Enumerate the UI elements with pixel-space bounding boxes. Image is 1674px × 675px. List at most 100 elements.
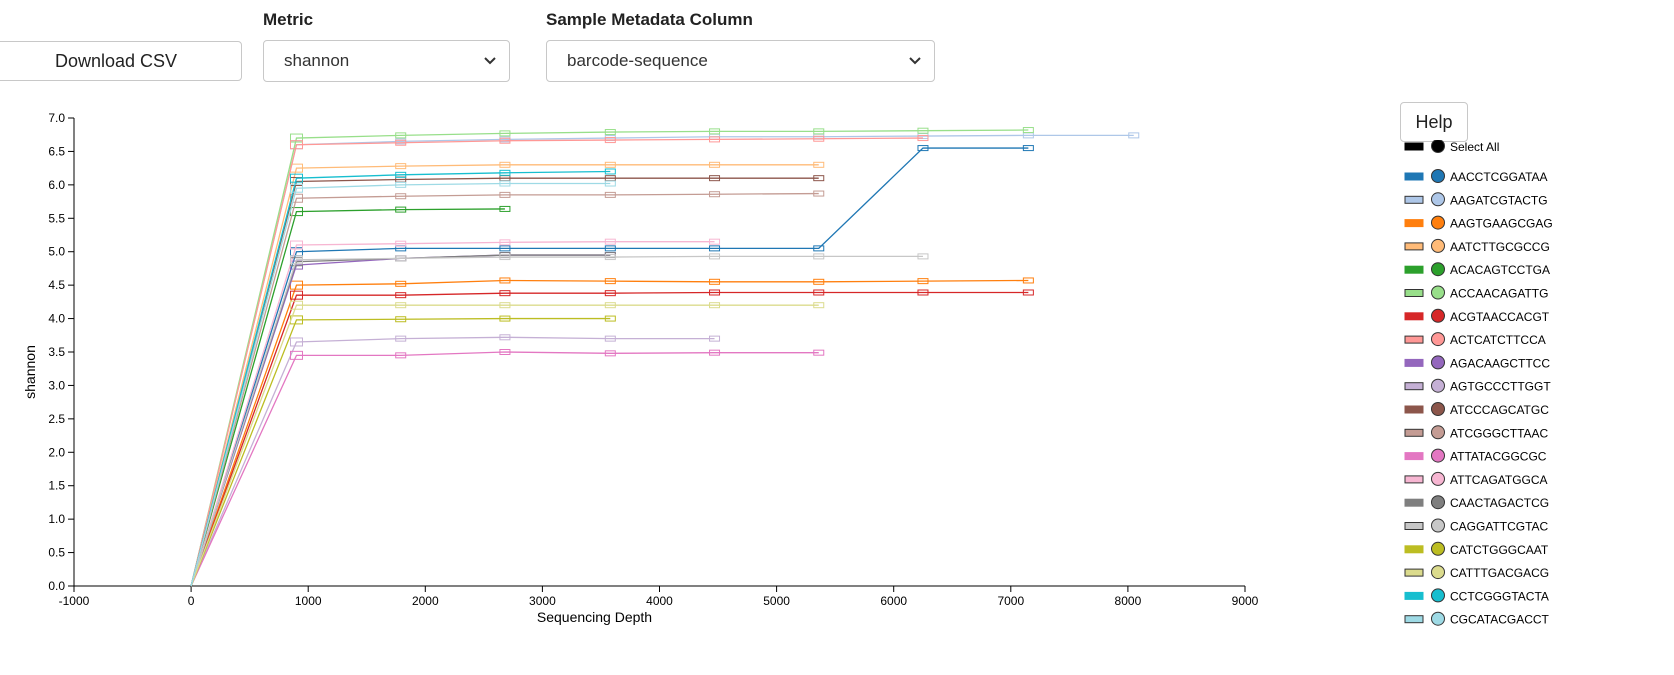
- legend-item-CAGGATTCGTAC[interactable]: CAGGATTCGTAC: [1404, 518, 1549, 534]
- series-ACCAACAGATTG: [190, 127, 1034, 587]
- legend-swatch-dot: [1431, 262, 1445, 277]
- data-point-box: [709, 175, 721, 182]
- series-line: [190, 351, 819, 587]
- data-point-box: [289, 300, 303, 310]
- legend-item-AAGTGAAGCGAG[interactable]: AAGTGAAGCGAG: [1404, 215, 1553, 231]
- legend-swatch-dot: [1431, 378, 1445, 393]
- data-point-box: [1022, 277, 1034, 284]
- data-point-box: [917, 289, 929, 296]
- data-point-box: [917, 278, 929, 285]
- data-point-box: [709, 349, 721, 356]
- data-point-box: [499, 245, 511, 252]
- data-point-box: [604, 245, 616, 252]
- data-point-box: [813, 161, 825, 168]
- legend-item-AGTGCCCTTGGT[interactable]: AGTGCCCTTGGT: [1404, 378, 1551, 394]
- legend-item-CATCTGGGCAAT[interactable]: CATCTGGGCAAT: [1404, 541, 1549, 557]
- legend-swatch-dot: [1431, 495, 1445, 510]
- y-tick-label: 0.0: [48, 579, 65, 593]
- series-AATCTTGCGCCG: [190, 161, 825, 587]
- y-tick-label: 3.0: [48, 378, 65, 392]
- legend-swatch-line: [1404, 142, 1424, 151]
- metric-select[interactable]: shannon: [263, 40, 510, 82]
- metadata-column-select[interactable]: barcode-sequence: [546, 40, 935, 82]
- legend-item-ATTCAGATGGCA[interactable]: ATTCAGATGGCA: [1404, 471, 1548, 487]
- series-AAGATCGTACTG: [190, 132, 1140, 587]
- legend-item-ATCGGGCTTAAC[interactable]: ATCGGGCTTAAC: [1404, 425, 1549, 441]
- data-point-box: [499, 315, 511, 322]
- legend-swatch-dot: [1431, 238, 1445, 253]
- legend-item-ATTATACGGCGC[interactable]: ATTATACGGCGC: [1404, 448, 1547, 464]
- legend-swatch-line: [1404, 265, 1424, 274]
- y-tick-label: 1.5: [48, 479, 65, 493]
- data-point-box: [499, 239, 511, 246]
- series-line: [190, 279, 1029, 587]
- chart-legend: Select All AACCTCGGATAA AAGATCGTACTG AAGTGA…: [1404, 140, 1553, 627]
- data-point-box: [709, 128, 721, 135]
- legend-swatch-dot: [1431, 140, 1445, 153]
- legend-label: CATCTGGGCAAT: [1450, 543, 1549, 557]
- legend-item-ACACAGTCCTGA[interactable]: ACACAGTCCTGA: [1404, 262, 1550, 278]
- legend-item-AATCTTGCGCCG[interactable]: AATCTTGCGCCG: [1404, 238, 1550, 254]
- legend-item-CAACTAGACTCG[interactable]: CAACTAGACTCG: [1404, 495, 1549, 511]
- data-point-box: [499, 277, 511, 284]
- legend-label: Select All: [1450, 140, 1499, 154]
- legend-label: CGCATACGACCT: [1450, 613, 1550, 627]
- data-point-box: [395, 352, 407, 359]
- data-point-box: [604, 335, 616, 342]
- legend-item-CATTTGACGACG[interactable]: CATTTGACGACG: [1404, 565, 1549, 581]
- legend-item-CCTCGGGTACTA[interactable]: CCTCGGGTACTA: [1404, 588, 1549, 604]
- y-tick-label: 6.5: [48, 144, 65, 158]
- data-point-box: [395, 280, 407, 287]
- data-point-box: [604, 350, 616, 357]
- download-csv-button[interactable]: Download CSV: [0, 41, 242, 81]
- legend-swatch-line: [1404, 312, 1424, 321]
- legend-item-ATCCCAGCATGC[interactable]: ATCCCAGCATGC: [1404, 402, 1549, 418]
- data-point-box: [395, 171, 407, 178]
- y-tick-label: 0.5: [48, 546, 65, 560]
- legend-item-ACTCATCTTCCA[interactable]: ACTCATCTTCCA: [1404, 332, 1546, 348]
- series-line: [190, 304, 819, 587]
- series-line: [190, 192, 819, 587]
- series-line: [190, 147, 1029, 587]
- data-point-box: [604, 302, 616, 309]
- y-tick-label: 4.0: [48, 312, 65, 326]
- legend-label: AAGATCGTACTG: [1450, 193, 1548, 207]
- series-CATTTGACGACG: [190, 300, 825, 587]
- data-point-box: [604, 315, 616, 322]
- legend-swatch-dot: [1431, 588, 1445, 603]
- data-point-box: [813, 135, 825, 142]
- data-point-box: [709, 278, 721, 285]
- data-point-box: [289, 350, 303, 360]
- legend-swatch-dot: [1431, 215, 1445, 230]
- data-point-box: [395, 335, 407, 342]
- data-point-box: [709, 335, 721, 342]
- rarefaction-chart: -1000 0 1000 2000 3000 4000 5000 6000 7000 8000 90…: [22, 111, 1259, 625]
- x-tick-label: 0: [188, 594, 195, 608]
- legend-item-AACCTCGGATAA[interactable]: AACCTCGGATAA: [1404, 169, 1548, 185]
- data-point-box: [499, 334, 511, 341]
- legend-swatch-dot: [1431, 611, 1445, 626]
- x-tick-label: 8000: [1115, 594, 1142, 608]
- series-line: [190, 164, 819, 587]
- data-point-box: [395, 292, 407, 299]
- legend-item-ACCAACAGATTG[interactable]: ACCAACAGATTG: [1404, 285, 1548, 301]
- metadata-column-select-value: barcode-sequence: [567, 51, 708, 70]
- data-point-box: [709, 161, 721, 168]
- legend-item-ACGTAACCACGT[interactable]: ACGTAACCACGT: [1404, 308, 1550, 324]
- data-point-box: [813, 253, 825, 260]
- x-tick-label: 7000: [997, 594, 1024, 608]
- data-point-box: [604, 191, 616, 198]
- x-tick-label: 6000: [880, 594, 907, 608]
- y-tick-label: 2.0: [48, 445, 65, 459]
- legend-item-AAGATCGTACTG[interactable]: AAGATCGTACTG: [1404, 192, 1548, 208]
- legend-item-AGACAAGCTTCC[interactable]: AGACAAGCTTCC: [1404, 355, 1550, 371]
- legend-item-CGCATACGACCT[interactable]: CGCATACGACCT: [1404, 611, 1550, 627]
- legend-swatch-line: [1404, 289, 1424, 297]
- x-tick-label: 9000: [1232, 594, 1259, 608]
- help-button[interactable]: Help: [1400, 102, 1468, 142]
- data-point-box: [813, 175, 825, 182]
- legend-select-all[interactable]: Select All: [1404, 140, 1499, 154]
- data-point-box: [709, 191, 721, 198]
- legend-swatch-dot: [1431, 285, 1445, 300]
- legend-swatch-dot: [1431, 402, 1445, 416]
